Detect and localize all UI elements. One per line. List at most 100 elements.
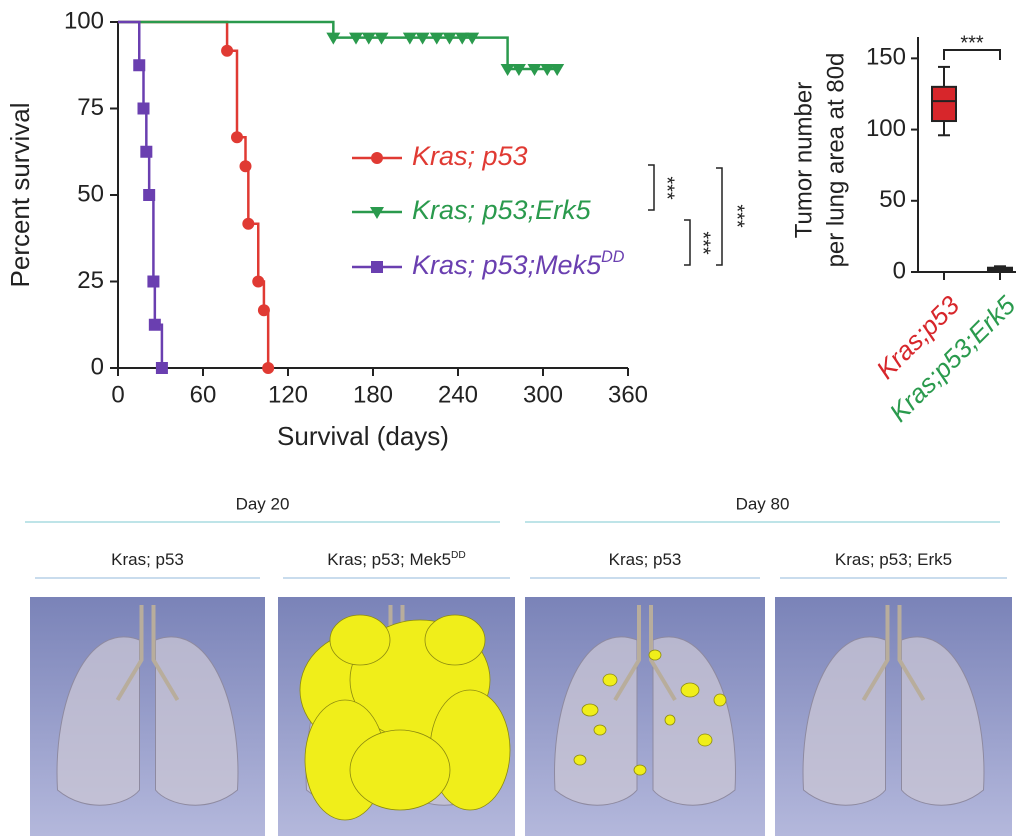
y-tick-label: 150 [866,44,906,71]
marker [374,32,389,45]
y-tick-label: 100 [866,115,906,142]
marker [511,64,526,77]
tumor [593,724,607,736]
group-title: Day 80 [736,494,790,513]
group-title: Day 20 [236,494,290,513]
marker [550,64,565,77]
y-tick-label: 25 [77,267,104,294]
marker [257,304,270,317]
significance: *** [726,204,748,228]
marker [371,152,383,164]
marker [402,32,417,45]
marker [140,145,153,158]
legend-label: Kras; p53 [412,141,528,171]
bracket [648,164,655,211]
tumor [680,682,700,698]
panel-label: Kras; p53; Erk5 [835,550,952,569]
survival-line [118,20,164,368]
marker [370,207,384,219]
marker [252,275,265,288]
y-tick-label: 50 [879,186,906,213]
x-tick-label: 300 [523,381,563,408]
lung-right [155,636,239,806]
tumor [633,764,647,776]
survival-line [118,20,270,368]
y-tick-label: 100 [64,7,104,34]
legend-label-main: Kras; p53 [412,141,528,171]
y-tick-label: 75 [77,94,104,121]
marker [326,32,341,45]
tumor [424,614,486,666]
marker [143,189,156,201]
bracket [716,167,723,266]
y-axis-label: Tumor number [790,82,817,239]
panel-label-main: Kras; p53; Mek5 [327,550,451,569]
marker [239,160,252,173]
legend-label-sup: DD [601,248,625,266]
marker [465,32,480,45]
marker [500,64,515,77]
x-tick-label: 180 [353,381,393,408]
legend-label-main: Kras; p53;Mek5 [412,250,602,280]
marker [429,32,444,45]
survival-line [118,20,558,71]
box [931,85,957,123]
marker [133,59,146,72]
tumor [349,729,451,811]
marker [147,275,160,288]
marker [155,362,168,374]
y-tick-label: 0 [91,353,104,380]
tumor [329,614,391,666]
panel-label: Kras; p53 [609,550,682,569]
marker [231,131,243,144]
marker [242,217,255,230]
panel-label-sup: DD [451,550,466,561]
lung-left [802,636,886,806]
panel-label: Kras; p53; Mek5DD [327,550,466,569]
marker [415,32,430,45]
axis [917,37,1016,273]
lung-left [56,636,140,806]
bracket [943,49,1001,60]
panel-label: Kras; p53 [111,550,184,569]
significance: *** [692,231,714,255]
marker [442,32,457,45]
legend-label: Kras; p53;Erk5 [412,195,592,225]
y-tick-label: 50 [77,180,104,207]
marker [361,32,376,45]
legend-label: Kras; p53;Mek5DD [412,248,625,280]
marker [455,32,470,45]
tumor [602,673,618,687]
tumor [713,693,727,707]
marker [137,102,150,115]
trachea [613,605,677,702]
panel-label-main: Kras; p53 [111,550,184,569]
tumor [581,703,599,717]
panel-label-main: Kras; p53 [609,550,682,569]
significance: *** [656,176,678,200]
y-axis-label: per lung area at 80d [822,53,849,268]
y-axis-label: Percent survival [5,103,35,288]
significance: *** [960,32,984,54]
x-tick-label: 240 [438,381,478,408]
y-tick-label: 0 [893,257,906,284]
x-tick-label: 360 [608,381,648,408]
trachea [861,605,926,702]
tumor [664,714,676,726]
trachea [115,605,180,702]
marker [221,44,234,57]
marker [148,318,161,331]
x-axis-label: Survival (days) [277,421,449,451]
legend-label-main: Kras; p53;Erk5 [412,195,592,225]
tumor [573,754,587,766]
marker [527,64,542,77]
x-tick-label: 60 [190,381,217,408]
marker [371,261,383,273]
lung-right [652,636,736,806]
tumor [697,733,713,747]
x-tick-label: 0 [111,381,124,408]
tumor [648,649,662,661]
marker [349,32,363,45]
marker [262,362,275,374]
